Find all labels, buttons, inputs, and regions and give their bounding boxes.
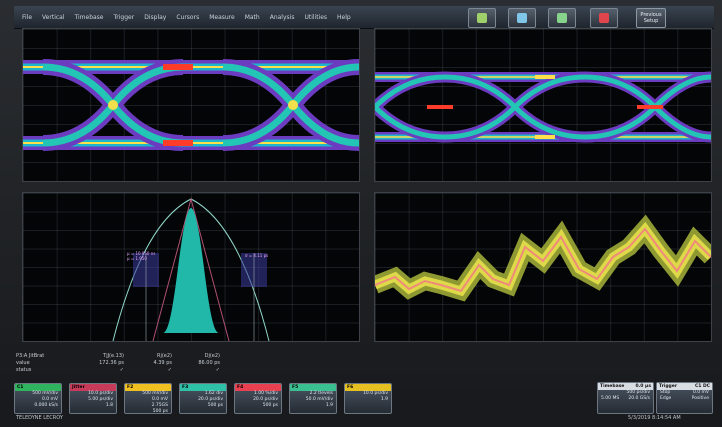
descriptor-label: C1 bbox=[15, 384, 61, 391]
menu-item-vertical[interactable]: Vertical bbox=[42, 13, 65, 21]
trace-descriptor-f6[interactable]: F6 10.0 ps/div 1.9 bbox=[344, 383, 392, 414]
menu-item-math[interactable]: Math bbox=[244, 13, 260, 21]
trace-descriptor-jitter[interactable]: Jitter 10.0 ps/div 5.00 ps/div 1.8 bbox=[69, 383, 117, 414]
trigger-descriptor[interactable]: Trigger C1 DC Stop 0.0 mV Edge Positive bbox=[656, 382, 713, 414]
measurement-status: ✓ bbox=[167, 366, 172, 373]
measurement-status: ✓ bbox=[119, 366, 124, 373]
menu-item-timebase[interactable]: Timebase bbox=[74, 13, 104, 21]
auto-setup-icon bbox=[517, 13, 527, 23]
brand-label: TELEDYNE LECROY bbox=[16, 415, 63, 421]
descriptor-value: 50.0 mV/div bbox=[305, 397, 333, 402]
menu-item-trigger[interactable]: Trigger bbox=[113, 13, 135, 21]
jitter-right-label: σ = 4.11 ps bbox=[245, 253, 269, 258]
trace-descriptor-f3[interactable]: F3 1.62 div 20.0 ps/div 500 ps bbox=[179, 383, 227, 414]
acquire-icon bbox=[477, 13, 487, 23]
descriptor-value: 20.0 ps/div bbox=[253, 397, 278, 402]
trace-descriptor-c1[interactable]: C1 500 mV/div 0.0 mV 0.000 kS/s bbox=[14, 383, 62, 414]
measurement-value: 172.36 ps bbox=[99, 359, 124, 366]
eye-diagram-2 bbox=[375, 71, 711, 143]
eye-diagram-1 bbox=[23, 59, 359, 151]
menu-item-utilities[interactable]: Utilities bbox=[304, 13, 328, 21]
descriptor-value: 20.0 ps/div bbox=[198, 397, 223, 402]
run-icon bbox=[557, 13, 567, 23]
stop-icon bbox=[599, 13, 609, 23]
menu-bar: File Vertical Timebase Trigger Display Cursor… bbox=[14, 6, 714, 29]
trace-descriptor-f2[interactable]: F2 500 mV/div 0.0 mV 2.75GS 500 ps bbox=[124, 383, 172, 414]
descriptor-value: 2.2 tlevels bbox=[309, 391, 333, 396]
descriptor-value: 0.0 mV bbox=[151, 397, 168, 402]
previous-setup-button[interactable]: Previous Setup bbox=[636, 8, 666, 28]
descriptor-value: 1.62 div bbox=[204, 391, 223, 396]
trace-descriptor-f5[interactable]: F5 2.2 tlevels 50.0 mV/div 1.9 bbox=[289, 383, 337, 414]
run-button[interactable] bbox=[548, 8, 576, 28]
measurement-header-row: P3:A JitBrat TjJ(e.13) Rj(e2) Dj(e2) bbox=[16, 352, 296, 359]
stop-button[interactable] bbox=[590, 8, 618, 28]
descriptor-label: F3 bbox=[180, 384, 226, 391]
menu-item-display[interactable]: Display bbox=[144, 13, 167, 21]
measurement-row[interactable]: status ✓ ✓ ✓ bbox=[16, 366, 296, 373]
descriptor-value: 1.8 bbox=[105, 403, 113, 408]
trace-descriptor-f4[interactable]: F4 1.00 %/div 20.0 ps/div 500 ps bbox=[234, 383, 282, 414]
trigger-title: Trigger C1 DC bbox=[657, 383, 712, 390]
measurement-status: ✓ bbox=[215, 366, 220, 373]
descriptor-label: F5 bbox=[290, 384, 336, 391]
descriptor-value: 500 mV/div bbox=[142, 391, 168, 396]
descriptor-value: 1.00 %/div bbox=[253, 391, 278, 396]
jitter-track-grid[interactable] bbox=[374, 192, 712, 342]
datetime-label: 5/3/2019 8:14:54 AM bbox=[628, 415, 681, 421]
menu-item-cursors[interactable]: Cursors bbox=[176, 13, 200, 21]
jitter-track bbox=[375, 214, 711, 302]
measurement-row-label: value bbox=[16, 359, 30, 366]
descriptor-value: 10.0 ps/div bbox=[363, 391, 388, 396]
measurement-column-header: Dj(e2) bbox=[204, 352, 220, 359]
descriptor-label: F2 bbox=[125, 384, 171, 391]
descriptor-value: 0.000 kS/s bbox=[34, 403, 58, 408]
measurement-table: P3:A JitBrat TjJ(e.13) Rj(e2) Dj(e2) val… bbox=[16, 352, 296, 378]
timebase-descriptor[interactable]: Timebase 0.0 µs 500 ps/div 5.00 MS 20.0 G… bbox=[597, 382, 654, 414]
measurement-value: 4.39 ps bbox=[153, 359, 172, 366]
menu-item-analysis[interactable]: Analysis bbox=[269, 13, 295, 21]
eye-diagram-grid-1[interactable] bbox=[22, 28, 360, 182]
descriptor-label: F4 bbox=[235, 384, 281, 391]
descriptor-label: Jitter bbox=[70, 384, 116, 391]
auto-setup-button[interactable] bbox=[508, 8, 536, 28]
descriptor-value: 0.0 mV bbox=[41, 397, 58, 402]
menu-item-file[interactable]: File bbox=[22, 13, 33, 21]
acquire-button[interactable] bbox=[468, 8, 496, 28]
descriptor-value: 5.00 ps/div bbox=[88, 397, 113, 402]
descriptor-value: 500 mV/div bbox=[32, 391, 58, 396]
menu-item-help[interactable]: Help bbox=[337, 13, 351, 21]
measurement-value: 86.00 ps bbox=[198, 359, 220, 366]
eye-diagram-grid-2[interactable] bbox=[374, 28, 712, 182]
timebase-title: Timebase 0.0 µs bbox=[598, 383, 653, 390]
descriptor-value: 500 ps bbox=[152, 409, 168, 414]
descriptor-value: 500 ps bbox=[207, 403, 223, 408]
measurement-column-header: TjJ(e.13) bbox=[103, 352, 124, 359]
descriptor-value: 10.0 ps/div bbox=[88, 391, 113, 396]
jitter-histogram-grid[interactable]: μ = 10.950 ns μ = 1.950 σ = 4.11 ps bbox=[22, 192, 360, 342]
measurement-param-label: P3:A JitBrat bbox=[16, 352, 45, 359]
jitter-histogram bbox=[112, 197, 270, 341]
descriptor-label: F6 bbox=[345, 384, 391, 391]
measurement-row[interactable]: value 172.36 ps 4.39 ps 86.00 ps bbox=[16, 359, 296, 366]
menu-items: File Vertical Timebase Trigger Display Cursor… bbox=[14, 13, 353, 22]
descriptor-value: 1.9 bbox=[325, 403, 333, 408]
descriptor-value: 500 ps bbox=[262, 403, 278, 408]
measurement-row-label: status bbox=[16, 366, 32, 373]
descriptor-value: 2.75GS bbox=[151, 403, 168, 408]
descriptor-value: 1.9 bbox=[380, 397, 388, 402]
jitter-left-label: μ = 10.950 ns μ = 1.950 bbox=[127, 251, 156, 261]
menu-item-measure[interactable]: Measure bbox=[209, 13, 235, 21]
measurement-column-header: Rj(e2) bbox=[156, 352, 172, 359]
